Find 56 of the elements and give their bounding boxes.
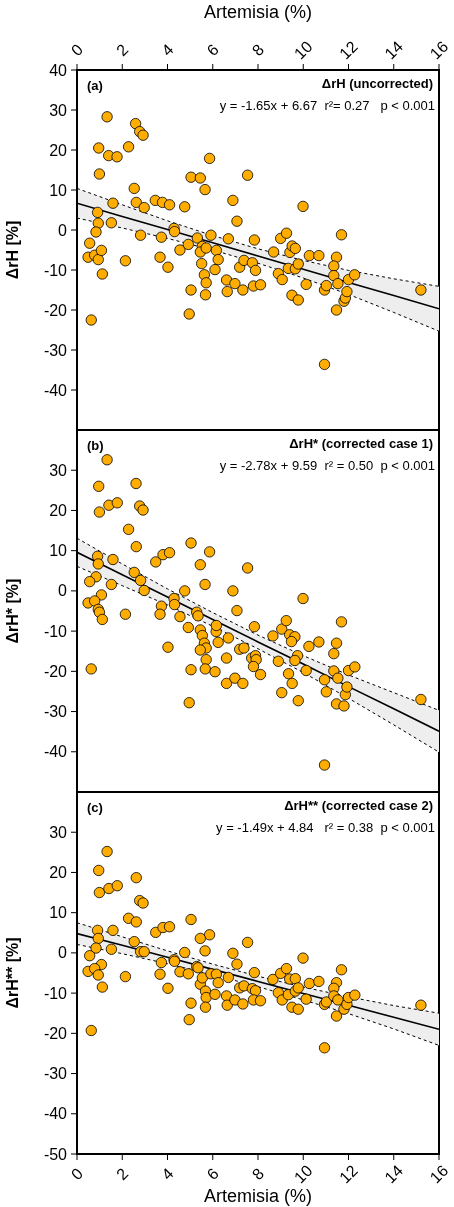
x-tick-label: 14 [381, 37, 407, 63]
y-tick-label: 30 [49, 461, 68, 479]
x-tick-label: 12 [336, 1161, 361, 1187]
y-tick-label: -50 [43, 1145, 68, 1163]
y-tick-label: 0 [58, 221, 68, 239]
y-tick-label: -40 [43, 1105, 68, 1123]
x-axis-title: Artemisia (%) [203, 1186, 313, 1206]
annotation: (a) [87, 78, 103, 93]
y-tick-label: 20 [49, 501, 68, 519]
y-tick-label: 30 [49, 101, 68, 119]
y-tick-label: 40 [49, 61, 68, 79]
y-tick-label: 20 [49, 863, 68, 881]
y-tick-label: -10 [43, 984, 68, 1002]
text: ΔrH (uncorrected) [321, 76, 433, 91]
y-tick-label: -40 [43, 381, 68, 399]
annotation: (b) [87, 438, 104, 453]
y-tick-label: 0 [58, 582, 68, 600]
y-tick-label: -20 [43, 662, 68, 680]
y-tick-label: -30 [43, 341, 68, 359]
x-tick-label: 2 [113, 1164, 132, 1184]
x-tick-label: 4 [158, 40, 177, 60]
annotation: y = -1.49x + 4.84 r² = 0.38 p < 0.001 [216, 820, 435, 835]
x-tick-label: 14 [381, 1161, 407, 1187]
x-tick-label: 10 [290, 37, 316, 63]
y-tick-label: 0 [58, 944, 68, 962]
x-tick-label: 16 [426, 37, 452, 63]
x-tick-label: 8 [248, 40, 268, 60]
annotation: (c) [87, 800, 103, 815]
annotation: y = -1.65x + 6.67 r²= 0.27 p < 0.001 [219, 98, 435, 113]
x-tick-label: 10 [290, 1161, 316, 1187]
annotation: y = -2.78x + 9.59 r² = 0.50 p < 0.001 [219, 458, 435, 473]
x-tick-label: 6 [203, 40, 222, 60]
x-axis-title: Artemisia (%) [203, 1, 313, 22]
y-tick-label: 30 [49, 823, 68, 841]
x-tick-label: 2 [113, 40, 132, 60]
y-axis-title: ΔrH** [%] [3, 937, 21, 1009]
text: ΔrH** (corrected case 2) [284, 798, 433, 813]
x-tick-label: 12 [336, 37, 361, 63]
y-tick-label: -30 [43, 703, 68, 721]
y-tick-label: -20 [43, 1024, 68, 1042]
x-tick-label: 6 [203, 1164, 222, 1184]
y-tick-label: -20 [43, 301, 68, 319]
x-tick-label: 16 [426, 1161, 452, 1187]
y-tick-label: -10 [43, 622, 68, 640]
y-tick-label: 20 [49, 141, 68, 159]
y-tick-label: -30 [43, 1065, 68, 1083]
x-tick-label: 4 [158, 1164, 177, 1184]
y-axis-title: ΔrH [%] [3, 220, 21, 280]
y-axis-title: ΔrH* [%] [3, 578, 21, 644]
y-tick-label: 10 [49, 542, 68, 560]
text: ΔrH* (corrected case 1) [289, 436, 433, 451]
y-tick-label: 10 [49, 181, 68, 199]
x-tick-label: 8 [248, 1164, 268, 1184]
y-tick-label: 10 [49, 904, 68, 922]
y-tick-label: -10 [43, 261, 68, 279]
y-tick-label: -40 [43, 743, 68, 761]
